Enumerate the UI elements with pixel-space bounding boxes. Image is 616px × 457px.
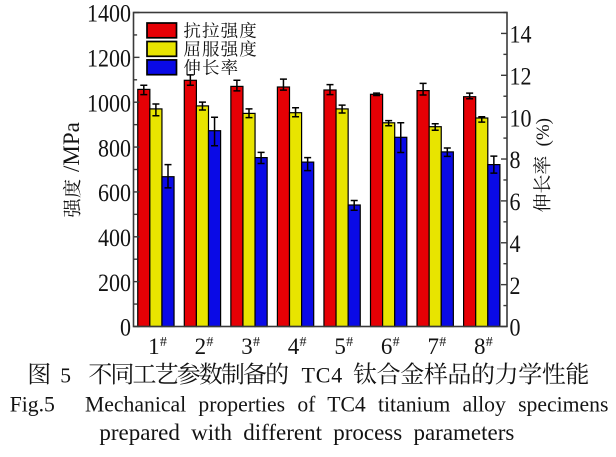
svg-text:1400: 1400: [87, 1, 131, 28]
svg-text:#: #: [160, 335, 167, 350]
svg-text:200: 200: [98, 270, 131, 297]
svg-text:#: #: [393, 335, 400, 350]
svg-text:2: 2: [195, 334, 207, 359]
svg-text:14: 14: [510, 22, 532, 49]
svg-text:800: 800: [98, 135, 131, 162]
svg-text:1: 1: [148, 334, 160, 359]
svg-text:10: 10: [510, 105, 532, 132]
svg-text:6: 6: [381, 334, 393, 359]
svg-text:8: 8: [474, 334, 486, 359]
svg-text:#: #: [253, 335, 260, 350]
svg-text:TC4: TC4: [302, 363, 344, 388]
svg-text:6: 6: [510, 189, 521, 216]
svg-text:12: 12: [510, 64, 532, 91]
svg-text:3: 3: [241, 334, 253, 359]
svg-text:/MPa: /MPa: [59, 122, 84, 172]
svg-text:0: 0: [120, 315, 131, 342]
svg-text:#: #: [439, 335, 446, 350]
svg-text:prepared with different proces: prepared with different process paramete…: [99, 420, 514, 445]
svg-text:600: 600: [98, 180, 131, 207]
svg-text:Mechanical properties of TC4 t: Mechanical properties of TC4 titanium al…: [85, 393, 608, 417]
svg-text:#: #: [300, 335, 307, 350]
svg-text:#: #: [346, 335, 353, 350]
svg-text:4: 4: [288, 334, 300, 359]
svg-text:400: 400: [98, 225, 131, 252]
svg-text:#: #: [206, 335, 213, 350]
svg-text:2: 2: [510, 273, 521, 300]
svg-text:1000: 1000: [87, 90, 131, 117]
svg-text:8: 8: [510, 147, 521, 174]
svg-text:5: 5: [334, 334, 346, 359]
svg-text:1200: 1200: [87, 46, 131, 73]
svg-text:(%): (%): [533, 118, 554, 146]
svg-text:4: 4: [510, 231, 521, 258]
svg-text:7: 7: [427, 334, 439, 359]
svg-text:5: 5: [60, 364, 71, 388]
svg-text:#: #: [486, 335, 493, 350]
svg-text:Fig.5: Fig.5: [10, 393, 55, 417]
svg-text:0: 0: [510, 315, 521, 342]
